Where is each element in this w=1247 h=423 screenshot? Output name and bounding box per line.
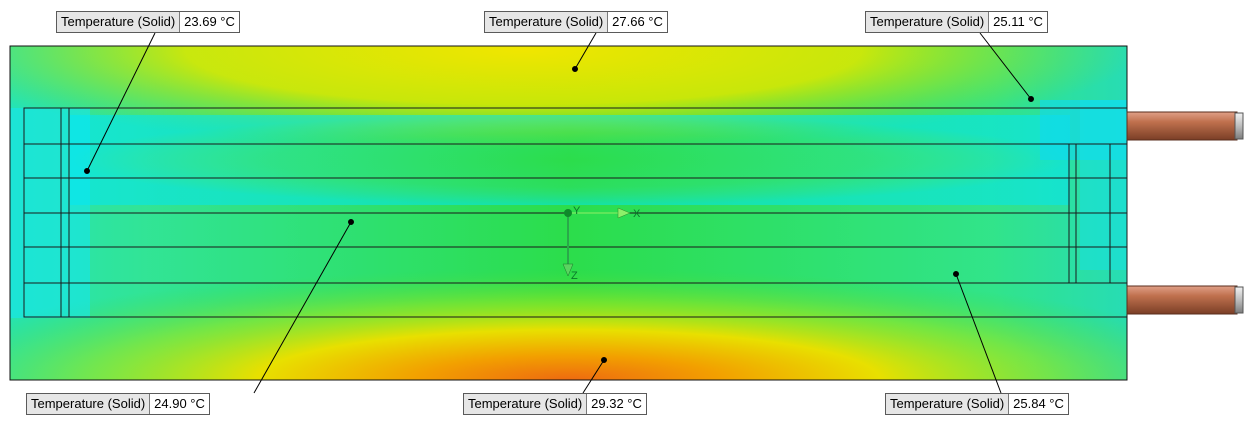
probe-label-1[interactable]: Temperature (Solid) 23.69 °C (56, 11, 240, 33)
probe-label-1-name: Temperature (Solid) (57, 12, 181, 32)
pipe-bottom (1126, 285, 1244, 315)
probe-label-3[interactable]: Temperature (Solid) 25.11 °C (865, 11, 1048, 33)
probe-label-4[interactable]: Temperature (Solid) 24.90 °C (26, 393, 210, 415)
axis-triad: Y X Z (562, 205, 641, 282)
probe-label-3-value: 25.11 °C (989, 12, 1047, 32)
triad-x-label: X (633, 208, 641, 220)
probe-label-3-name: Temperature (Solid) (866, 12, 990, 32)
probe-label-5[interactable]: Temperature (Solid) 29.32 °C (463, 393, 647, 415)
pipe-top (1126, 111, 1244, 141)
probe-label-6[interactable]: Temperature (Solid) 25.84 °C (885, 393, 1069, 415)
probe-label-1-value: 23.69 °C (180, 12, 239, 32)
probe-label-6-name: Temperature (Solid) (886, 394, 1010, 414)
triad-z-label: Z (571, 270, 578, 282)
probe-label-2-name: Temperature (Solid) (485, 12, 609, 32)
probe-label-6-value: 25.84 °C (1009, 394, 1068, 414)
probe-label-4-value: 24.90 °C (150, 394, 209, 414)
probe-leaders (84, 32, 1034, 394)
internal-geometry (23, 107, 1128, 318)
probe-label-5-name: Temperature (Solid) (464, 394, 588, 414)
probe-label-2-value: 27.66 °C (608, 12, 667, 32)
triad-y-label: Y (573, 205, 581, 217)
probe-label-5-value: 29.32 °C (587, 394, 646, 414)
probe-label-2[interactable]: Temperature (Solid) 27.66 °C (484, 11, 668, 33)
probe-label-4-name: Temperature (Solid) (27, 394, 151, 414)
